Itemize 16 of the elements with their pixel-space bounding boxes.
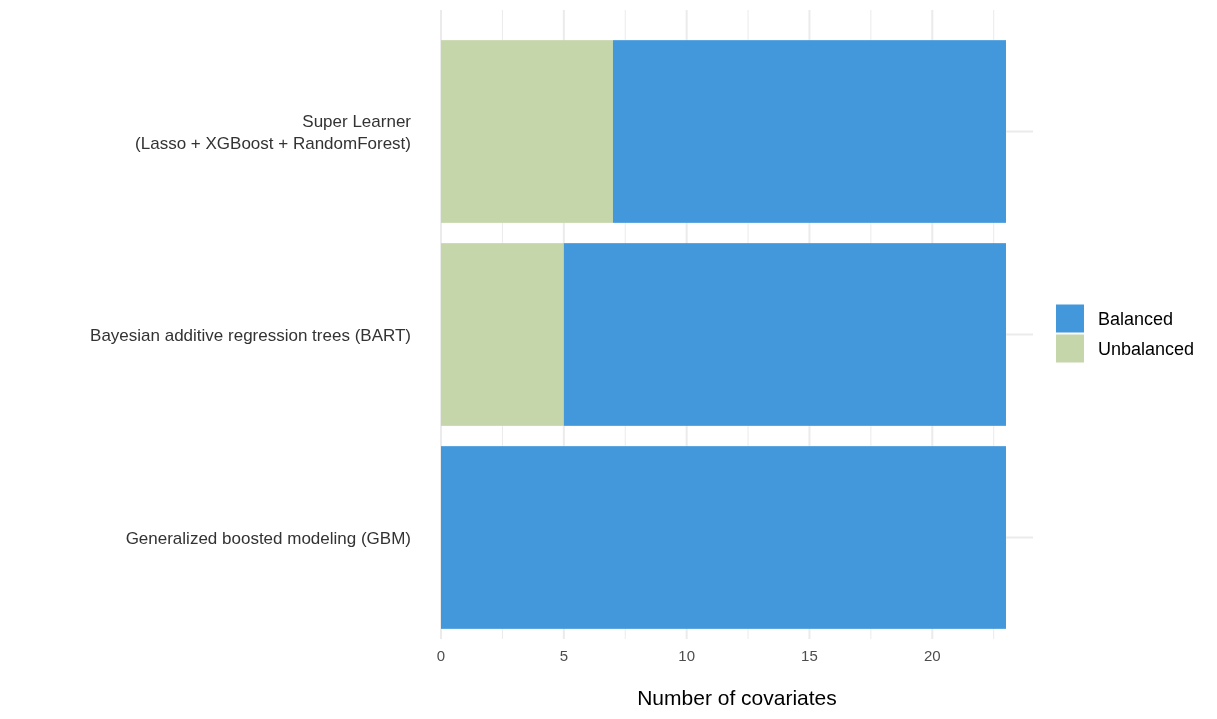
legend-label: Balanced — [1098, 308, 1174, 329]
y-tick-label: Super Learner (Lasso + XGBoost + RandomForest) — [135, 111, 412, 153]
x-axis-title: Number of covariates — [637, 686, 837, 709]
y-tick-label: Bayesian additive regression trees (BART) — [90, 325, 411, 345]
y-tick-label: Generalized boosted modeling (GBM) — [125, 528, 411, 548]
bar — [563, 243, 1006, 426]
bar — [441, 243, 564, 426]
bar — [441, 446, 1006, 629]
bar — [441, 40, 613, 223]
x-tick-label: 5 — [559, 647, 568, 664]
x-tick-label: 10 — [678, 647, 695, 664]
legend-label: Unbalanced — [1098, 338, 1195, 359]
x-tick-label: 20 — [923, 647, 941, 664]
x-tick-label: 15 — [801, 647, 818, 664]
bar — [612, 40, 1006, 223]
x-tick-label: 0 — [436, 647, 446, 664]
